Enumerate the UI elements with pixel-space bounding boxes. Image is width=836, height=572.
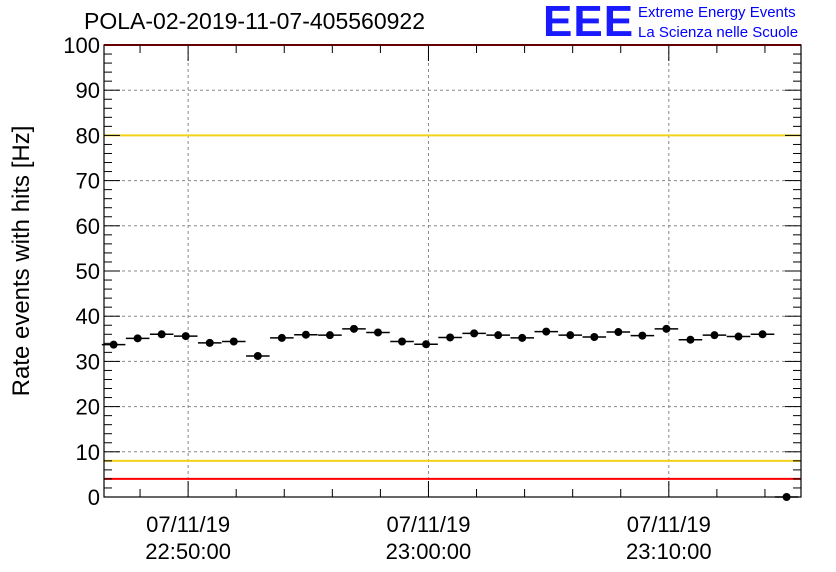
y-tick-label: 20: [76, 395, 100, 420]
y-tick-label: 60: [76, 214, 100, 239]
y-tick-label: 10: [76, 440, 100, 465]
logo-subtitle-2: La Scienza nelle Scuole: [638, 24, 799, 41]
y-axis-label: Rate events with hits [Hz]: [8, 126, 35, 397]
data-point: [590, 332, 599, 341]
y-tick-label: 30: [76, 349, 100, 374]
data-point: [277, 333, 286, 342]
data-point: [542, 327, 551, 336]
y-tick-label: 90: [76, 78, 100, 103]
data-point: [205, 338, 214, 347]
y-tick-label: 70: [76, 169, 100, 194]
eee-logo: EEE: [543, 0, 635, 46]
data-point: [325, 331, 334, 340]
data-point: [782, 493, 791, 501]
x-tick-date-label: 07/11/19: [146, 512, 230, 537]
data-point: [494, 331, 503, 340]
y-tick-label: 50: [76, 259, 100, 284]
data-point: [758, 330, 767, 339]
y-tick-label: 100: [63, 33, 100, 58]
y-tick-label: 40: [76, 304, 100, 329]
data-point: [349, 324, 358, 333]
data-point: [398, 337, 407, 346]
data-point: [133, 334, 142, 343]
data-point: [422, 340, 431, 349]
data-point: [109, 340, 118, 349]
data-point: [181, 332, 190, 341]
data-point: [301, 330, 310, 339]
data-point: [253, 351, 262, 360]
data-point: [157, 330, 166, 339]
data-point: [229, 337, 238, 346]
y-tick-label: 0: [88, 485, 100, 510]
data-point: [710, 331, 719, 340]
data-point: [734, 332, 743, 341]
data-point: [518, 333, 527, 342]
data-point: [470, 329, 479, 338]
data-point: [446, 333, 455, 342]
x-tick-time-label: 23:00:00: [386, 539, 472, 564]
logo-subtitle-1: Extreme Energy Events: [638, 4, 796, 21]
x-tick-date-label: 07/11/19: [386, 512, 470, 537]
x-tick-date-label: 07/11/19: [627, 512, 711, 537]
data-point: [662, 324, 671, 333]
data-point: [638, 331, 647, 340]
data-point: [373, 328, 382, 337]
chart-title: POLA-02-2019-11-07-405560922: [84, 8, 425, 34]
data-point: [614, 328, 623, 337]
data-point: [566, 331, 575, 340]
x-tick-time-label: 22:50:00: [145, 539, 231, 564]
x-tick-time-label: 23:10:00: [626, 539, 712, 564]
data-point: [686, 335, 695, 344]
y-tick-label: 80: [76, 123, 100, 148]
